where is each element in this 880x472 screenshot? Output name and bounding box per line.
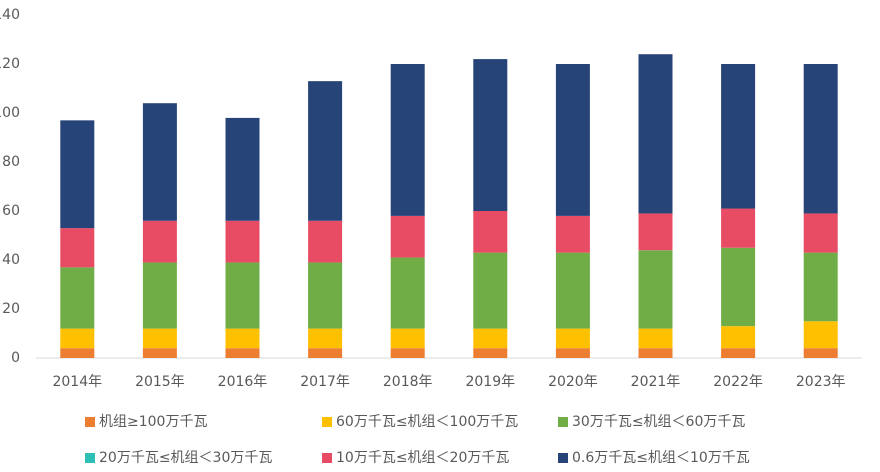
y-tick-label: 60 <box>2 203 20 219</box>
bar-segment <box>60 348 95 358</box>
y-tick-label: 40 <box>2 252 20 268</box>
bar-segment <box>473 59 508 211</box>
bar-segment <box>473 252 508 329</box>
legend-swatch <box>85 417 95 427</box>
bar-segment <box>142 262 177 329</box>
bar-segment <box>308 348 343 358</box>
bar-segment <box>638 328 673 349</box>
bar-segment <box>473 348 508 358</box>
bar-segment <box>721 247 756 327</box>
legend-swatch <box>558 453 568 463</box>
legend-swatch <box>558 417 568 427</box>
y-tick-label: 140 <box>0 7 20 23</box>
x-tick-label: 2017年 <box>300 374 350 390</box>
legend-swatch <box>322 417 332 427</box>
bar-segment <box>225 220 260 263</box>
bar-segment <box>638 213 673 251</box>
x-tick-label: 2021年 <box>631 374 681 390</box>
bar-segment <box>390 64 425 216</box>
bar-segment <box>721 64 756 209</box>
bar-segment <box>555 252 590 329</box>
bar-segment <box>803 321 838 349</box>
bar-segment <box>142 328 177 349</box>
bar-segment <box>142 220 177 263</box>
x-tick-label: 2019年 <box>465 374 515 390</box>
bar-segment <box>142 103 177 221</box>
legend-label: 30万千瓦≤机组＜60万千瓦 <box>572 414 745 430</box>
bar-segment <box>225 348 260 358</box>
legend-label: 20万千瓦≤机组＜30万千瓦 <box>99 450 272 466</box>
bar-segment <box>555 64 590 216</box>
bar-segment <box>803 252 838 322</box>
y-tick-label: 100 <box>0 105 20 121</box>
bar-segment <box>225 328 260 349</box>
bar-segment <box>721 348 756 358</box>
bar-segment <box>555 215 590 253</box>
bar-segment <box>390 328 425 349</box>
bar-segment <box>308 81 343 221</box>
bar-segment <box>60 328 95 349</box>
bar-segment <box>638 348 673 358</box>
legend-label: 10万千瓦≤机组＜20万千瓦 <box>336 450 509 466</box>
bar-segment <box>308 262 343 329</box>
bar-segment <box>60 228 95 268</box>
legend-label: 机组≥100万千瓦 <box>99 414 207 430</box>
bar-segment <box>555 348 590 358</box>
x-tick-label: 2023年 <box>796 374 846 390</box>
bar-segment <box>60 267 95 329</box>
y-tick-label: 0 <box>11 350 20 366</box>
x-tick-label: 2016年 <box>218 374 268 390</box>
bar-segment <box>721 326 756 349</box>
y-tick-label: 20 <box>2 301 20 317</box>
bar-segment <box>308 328 343 349</box>
bar-segment <box>225 117 260 221</box>
bar-segment <box>390 348 425 358</box>
bar-segment <box>473 211 508 253</box>
legend-label: 60万千瓦≤机组＜100万千瓦 <box>336 414 518 430</box>
y-tick-label: 80 <box>2 154 20 170</box>
bar-segment <box>555 328 590 349</box>
y-tick-label: 120 <box>0 56 20 72</box>
bar-segment <box>60 120 95 229</box>
bar-segment <box>803 64 838 214</box>
bar-segment <box>638 54 673 214</box>
legend-label: 0.6万千瓦≤机组＜10万千瓦 <box>572 450 750 466</box>
x-tick-label: 2014年 <box>52 374 102 390</box>
bar-segment <box>638 250 673 329</box>
bar-segment <box>390 215 425 258</box>
bar-segment <box>308 220 343 263</box>
x-tick-label: 2022年 <box>713 374 763 390</box>
bar-segment <box>473 328 508 349</box>
legend-swatch <box>85 453 95 463</box>
legend-swatch <box>322 453 332 463</box>
bar-segment <box>721 208 756 248</box>
bar-segment <box>803 348 838 358</box>
x-tick-label: 2018年 <box>383 374 433 390</box>
bar-segment <box>390 257 425 329</box>
bar-segment <box>225 262 260 329</box>
bar-segment <box>142 348 177 358</box>
bar-segment <box>803 213 838 253</box>
x-tick-label: 2015年 <box>135 374 185 390</box>
x-tick-label: 2020年 <box>548 374 598 390</box>
